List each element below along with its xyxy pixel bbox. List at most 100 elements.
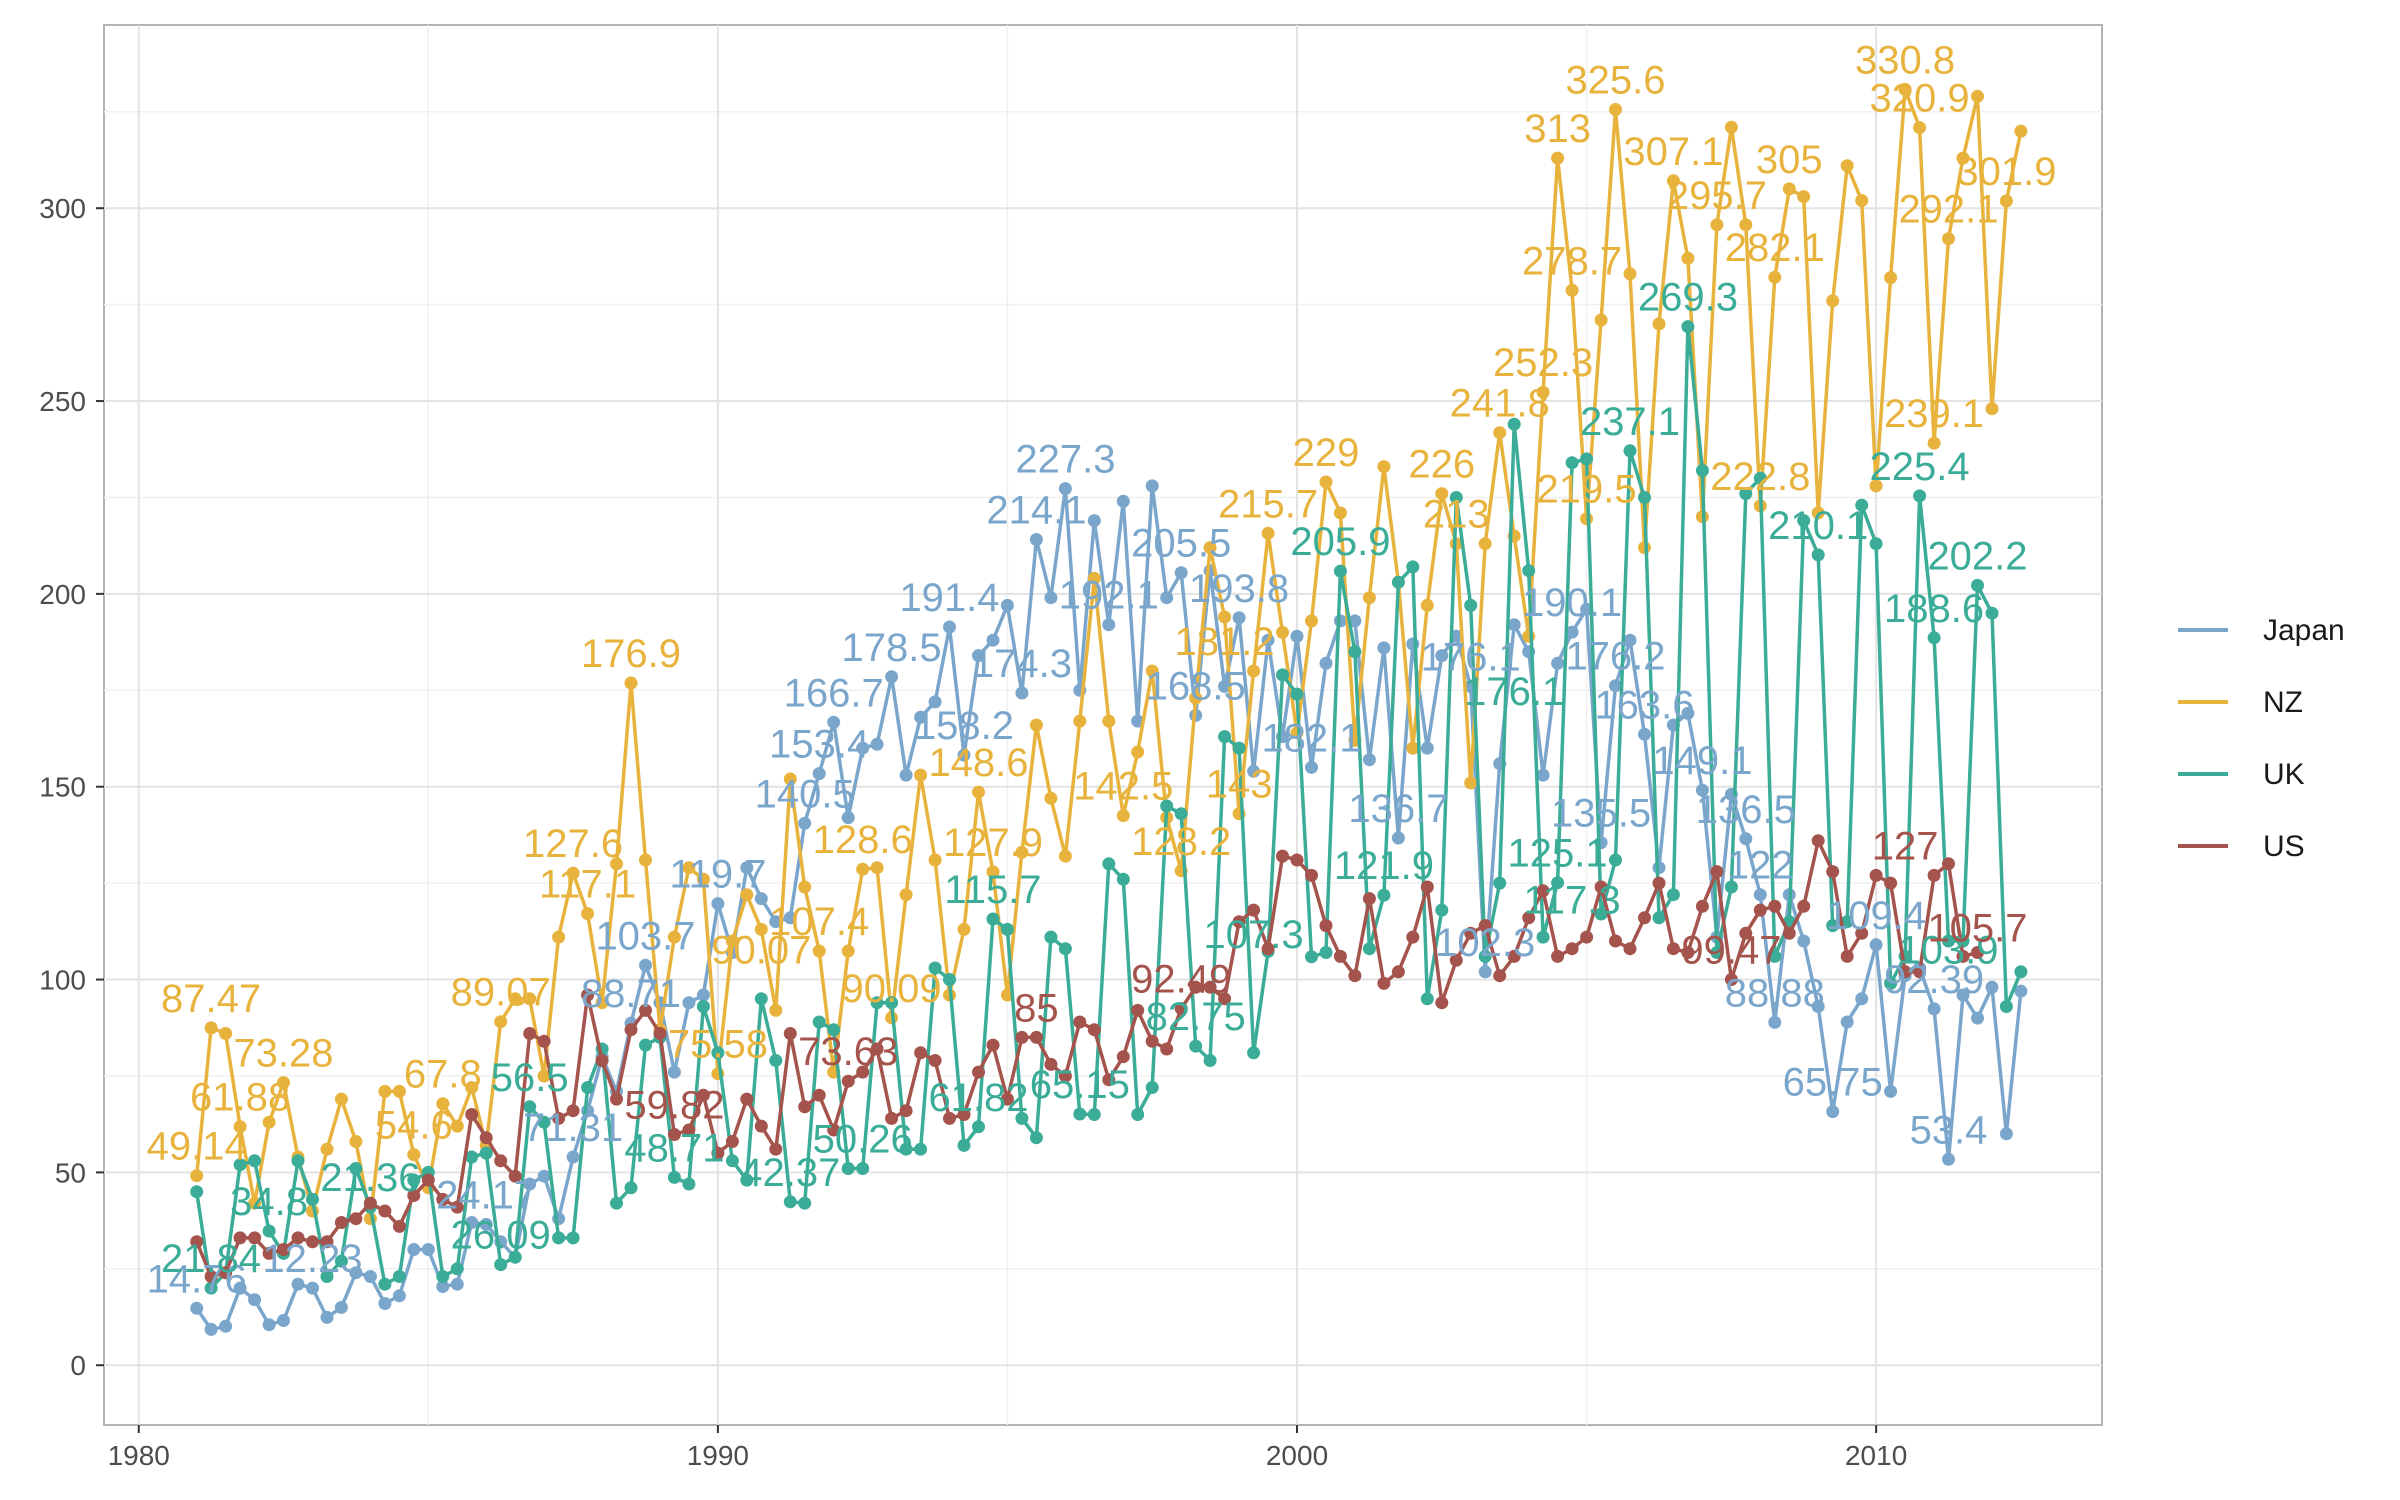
data-point-us (1333, 949, 1347, 963)
x-tick-label: 1990 (687, 1440, 749, 1471)
data-point-uk (1174, 807, 1188, 821)
legend-item-nz: NZ (2178, 686, 2303, 719)
data-point-nz (1797, 190, 1811, 204)
data-point-us (349, 1212, 363, 1226)
data-point-nz (523, 992, 537, 1006)
data-point-us (1406, 930, 1420, 944)
data-point-nz (1145, 664, 1159, 678)
data-point-us (856, 1065, 870, 1079)
data-point-uk (1131, 1108, 1145, 1121)
data-point-us (1826, 865, 1840, 879)
data-point-nz (1218, 610, 1232, 624)
data-point-nz (1102, 714, 1116, 728)
data-point-japan (885, 670, 899, 684)
data-label-uk: 188.6 (1884, 587, 1984, 631)
data-point-nz (754, 922, 768, 936)
data-point-nz (1015, 845, 1029, 859)
data-point-uk (1116, 872, 1130, 886)
data-point-us (1290, 853, 1304, 867)
data-label-uk: 225.4 (1870, 445, 1970, 489)
data-point-uk (1333, 564, 1347, 578)
data-point-japan (914, 710, 928, 724)
data-point-nz (1029, 718, 1043, 732)
data-point-uk (1797, 514, 1811, 528)
data-point-us (928, 1054, 942, 1067)
data-point-uk (870, 996, 884, 1010)
data-point-japan (1869, 938, 1883, 952)
data-point-nz (1724, 120, 1738, 134)
data-point-us (436, 1192, 450, 1206)
data-point-us (1029, 1030, 1043, 1044)
data-point-us (1377, 976, 1391, 990)
data-point-us (1174, 1002, 1188, 1015)
data-point-uk (1884, 976, 1898, 990)
data-point-us (1044, 1057, 1058, 1071)
data-point-nz (407, 1148, 421, 1162)
data-point-japan (1609, 679, 1622, 693)
data-label-nz: 87.47 (161, 977, 261, 1021)
data-point-us (479, 1131, 493, 1145)
data-point-us (957, 1108, 971, 1121)
data-point-nz (1478, 537, 1492, 551)
data-point-uk (1652, 911, 1666, 925)
data-point-nz (667, 930, 681, 944)
data-point-nz (841, 944, 855, 958)
data-label-uk: 21.84 (161, 1237, 261, 1281)
data-label-nz: 330.8 (1855, 38, 1955, 82)
data-point-nz (1913, 121, 1927, 135)
data-point-japan (190, 1301, 204, 1315)
data-point-nz (1522, 629, 1536, 643)
data-point-japan (479, 1217, 493, 1231)
data-point-us (306, 1235, 319, 1249)
data-label-nz: 219.5 (1537, 468, 1637, 512)
data-point-us (1594, 880, 1608, 894)
data-point-us (190, 1235, 204, 1249)
data-point-uk (306, 1192, 319, 1206)
data-point-us (740, 1092, 754, 1106)
data-point-us (1261, 942, 1275, 956)
data-label-nz: 73.28 (233, 1032, 333, 1076)
data-point-uk (190, 1185, 204, 1199)
data-point-us (870, 1042, 884, 1056)
data-point-japan (986, 633, 1000, 647)
data-point-us (1348, 969, 1362, 983)
data-point-nz (783, 772, 797, 786)
data-point-japan (1551, 656, 1565, 670)
data-label-japan: 176.1 (1421, 635, 1521, 679)
data-point-us (798, 1100, 812, 1114)
data-point-nz (957, 922, 971, 936)
data-point-nz (1869, 479, 1883, 493)
data-point-us (262, 1246, 276, 1260)
data-point-uk (1449, 491, 1463, 504)
data-point-uk (320, 1270, 334, 1283)
data-point-us (1724, 973, 1738, 986)
data-point-us (1565, 942, 1579, 956)
data-point-uk (1826, 919, 1840, 933)
data-label-japan: 176.2 (1565, 635, 1665, 679)
data-point-japan (1565, 625, 1579, 639)
data-point-us (392, 1219, 406, 1233)
data-label-uk: 34.8 (230, 1180, 308, 1224)
data-label-japan: 192.1 (1059, 574, 1159, 618)
data-point-japan (957, 748, 971, 762)
data-point-nz (233, 1120, 247, 1134)
data-point-uk (392, 1270, 406, 1283)
data-point-nz (1927, 436, 1941, 450)
data-point-uk (552, 1231, 566, 1245)
data-point-us (1464, 926, 1478, 940)
data-point-us (1319, 919, 1333, 933)
data-point-nz (1319, 475, 1333, 489)
data-label-nz: 313 (1524, 107, 1591, 151)
data-point-us (711, 1146, 725, 1160)
data-point-uk (1189, 1039, 1203, 1053)
data-point-uk (537, 1115, 551, 1129)
data-point-us (1131, 1003, 1145, 1017)
data-label-japan: 178.5 (842, 626, 942, 670)
data-point-japan (870, 737, 884, 751)
data-point-japan (696, 988, 710, 1002)
data-label-japan: 88.71 (581, 972, 681, 1016)
data-label-nz: 301.9 (1956, 150, 2056, 194)
data-point-japan (1927, 1002, 1941, 1016)
data-point-japan (1956, 988, 1970, 1002)
data-point-uk (1580, 452, 1594, 466)
